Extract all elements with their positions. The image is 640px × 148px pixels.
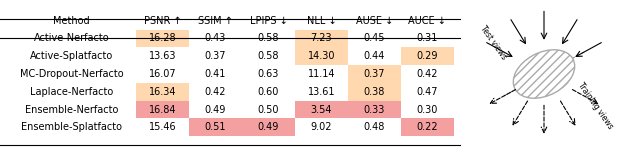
- Ellipse shape: [513, 50, 575, 98]
- Text: Training views: Training views: [575, 80, 614, 130]
- Text: Test views: Test views: [478, 24, 508, 61]
